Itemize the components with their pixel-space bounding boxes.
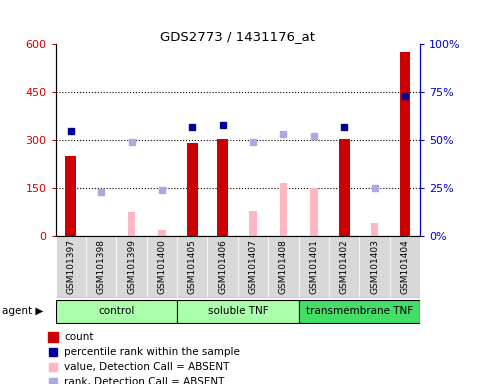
Text: GSM101398: GSM101398: [97, 239, 106, 294]
Bar: [187, 143, 198, 236]
Title: GDS2773 / 1431176_at: GDS2773 / 1431176_at: [160, 30, 315, 43]
Bar: [329, 236, 359, 298]
Text: control: control: [98, 306, 134, 316]
Text: GSM101397: GSM101397: [66, 239, 75, 294]
Bar: [298, 236, 329, 298]
Bar: [371, 223, 378, 236]
Text: agent ▶: agent ▶: [2, 306, 44, 316]
Text: GSM101401: GSM101401: [309, 239, 318, 294]
Text: GSM101403: GSM101403: [370, 239, 379, 294]
Text: value, Detection Call = ABSENT: value, Detection Call = ABSENT: [64, 362, 230, 372]
Text: transmembrane TNF: transmembrane TNF: [306, 306, 413, 316]
Text: GSM101407: GSM101407: [249, 239, 257, 294]
Text: percentile rank within the sample: percentile rank within the sample: [64, 347, 240, 357]
Bar: [390, 236, 420, 298]
Text: GSM101402: GSM101402: [340, 239, 349, 294]
Text: GSM101408: GSM101408: [279, 239, 288, 294]
Bar: [147, 236, 177, 298]
Bar: [249, 210, 257, 236]
Bar: [298, 300, 420, 323]
Text: GSM101405: GSM101405: [188, 239, 197, 294]
Bar: [339, 139, 350, 236]
Bar: [400, 52, 411, 236]
Bar: [208, 236, 238, 298]
Bar: [217, 139, 228, 236]
Bar: [238, 236, 268, 298]
Text: GSM101400: GSM101400: [157, 239, 167, 294]
Bar: [128, 212, 135, 236]
Bar: [56, 300, 177, 323]
Bar: [268, 236, 298, 298]
Text: rank, Detection Call = ABSENT: rank, Detection Call = ABSENT: [64, 377, 225, 384]
Bar: [116, 236, 147, 298]
Bar: [177, 236, 208, 298]
Bar: [280, 184, 287, 236]
Bar: [65, 156, 76, 236]
Bar: [56, 236, 86, 298]
Text: GSM101404: GSM101404: [400, 239, 410, 294]
Bar: [86, 236, 116, 298]
Text: GSM101406: GSM101406: [218, 239, 227, 294]
Text: count: count: [64, 332, 94, 342]
Bar: [359, 236, 390, 298]
Bar: [177, 300, 298, 323]
Text: GSM101399: GSM101399: [127, 239, 136, 294]
Text: soluble TNF: soluble TNF: [208, 306, 268, 316]
Bar: [158, 230, 166, 236]
Bar: [310, 188, 318, 236]
